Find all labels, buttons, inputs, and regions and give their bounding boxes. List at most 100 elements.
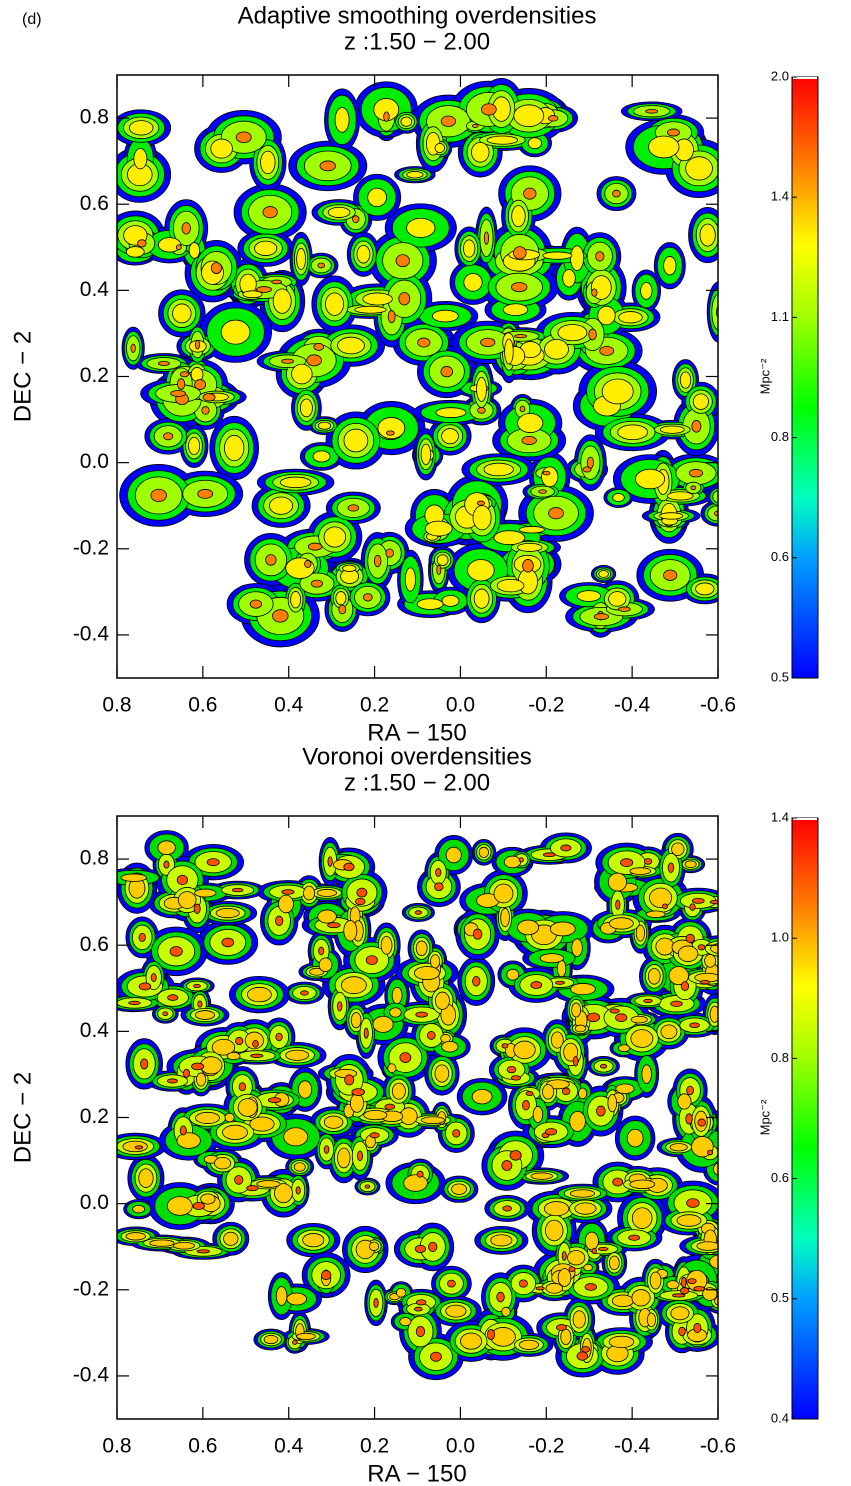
density-contour [194,339,201,350]
density-contour [483,231,490,245]
density-contour [576,590,602,602]
density-contour [157,361,170,366]
density-contour [303,885,316,901]
density-contour [501,1043,509,1049]
density-contour [342,564,357,572]
density-contour [690,485,697,491]
density-contour [655,937,675,956]
x-tick-label: 0.6 [188,694,217,717]
density-contour [695,582,715,596]
density-contour [357,1150,363,1162]
density-contour [267,1097,282,1104]
density-contour [254,240,278,256]
density-contour [697,944,706,951]
density-contour [413,966,440,981]
density-contour [640,282,653,300]
density-contour [626,1128,644,1148]
density-contour [434,143,445,153]
density-contour [702,1287,718,1301]
y-tick-label: 0.6 [80,933,109,956]
density-contour [424,520,453,537]
density-contour [503,855,522,869]
density-contour [607,1093,618,1113]
density-contour [246,1185,259,1192]
density-contour [426,1031,436,1040]
colorbar-tick-label: 1.0 [771,930,789,945]
density-contour [570,245,585,271]
density-contour [597,305,616,326]
density-contour [387,1063,397,1074]
density-contour [502,303,529,317]
density-contour [317,262,325,269]
density-contour [617,424,649,441]
density-contour [188,242,201,259]
density-contour [691,420,702,433]
density-contour [417,337,431,348]
colorbar-label: Mpc⁻² [757,358,772,394]
density-contour [369,1132,380,1139]
density-contour [670,1000,683,1007]
density-contour [210,138,233,159]
density-contour [323,1115,344,1129]
density-contour [327,856,333,867]
density-contour [615,899,621,910]
density-contour [513,104,545,128]
density-contour [513,246,527,260]
density-contour [349,1093,365,1113]
density-contour [659,512,684,520]
density-contour [354,305,387,314]
density-contour [279,476,312,489]
density-contour [369,1241,380,1252]
density-contour [291,363,313,385]
density-contour [634,468,666,490]
density-contour [242,290,263,299]
density-contour [574,1202,597,1215]
density-contour [542,852,556,858]
colorbar [791,817,819,1420]
density-contour [290,591,302,609]
density-contour [568,1266,576,1272]
density-contour [149,1239,175,1247]
chart-subtitle: z :1.50 − 2.00 [344,28,490,55]
density-contour [367,187,387,208]
density-contour [544,338,569,360]
density-contour [643,858,653,865]
density-contour [197,488,214,499]
density-contour [177,891,197,909]
density-contour [278,894,294,914]
density-contour [356,887,368,898]
density-contour [668,966,689,986]
density-contour [200,1193,216,1205]
density-contour [319,160,336,172]
colorbar-tick-label: 0.6 [771,549,789,564]
density-contour [483,462,514,477]
density-contour [518,526,545,534]
density-contour [335,591,347,606]
density-contour [696,1241,718,1251]
density-contour [714,1296,718,1306]
density-contour [501,1306,511,1317]
colorbar-tick-label: 1.1 [771,309,789,324]
density-contour [680,981,690,992]
density-contour [556,1324,567,1331]
y-tick-label: -0.4 [73,622,110,645]
density-contour [471,123,479,128]
density-contour [317,421,332,430]
density-contour [384,1103,396,1110]
density-contour [220,319,251,345]
density-contour [480,103,497,116]
density-contour [300,990,309,996]
x-tick-label: -0.2 [528,1435,564,1458]
density-contour [336,1001,343,1012]
density-contour [237,1098,258,1117]
density-contour [221,937,235,948]
density-contour [667,862,675,873]
density-contour [685,933,695,943]
density-contour [630,1015,648,1024]
density-contour [677,1093,692,1110]
density-contour [197,1000,203,1008]
density-contour [539,953,564,964]
density-contour [140,1058,149,1070]
density-contour [163,432,174,441]
density-contour [517,919,540,936]
